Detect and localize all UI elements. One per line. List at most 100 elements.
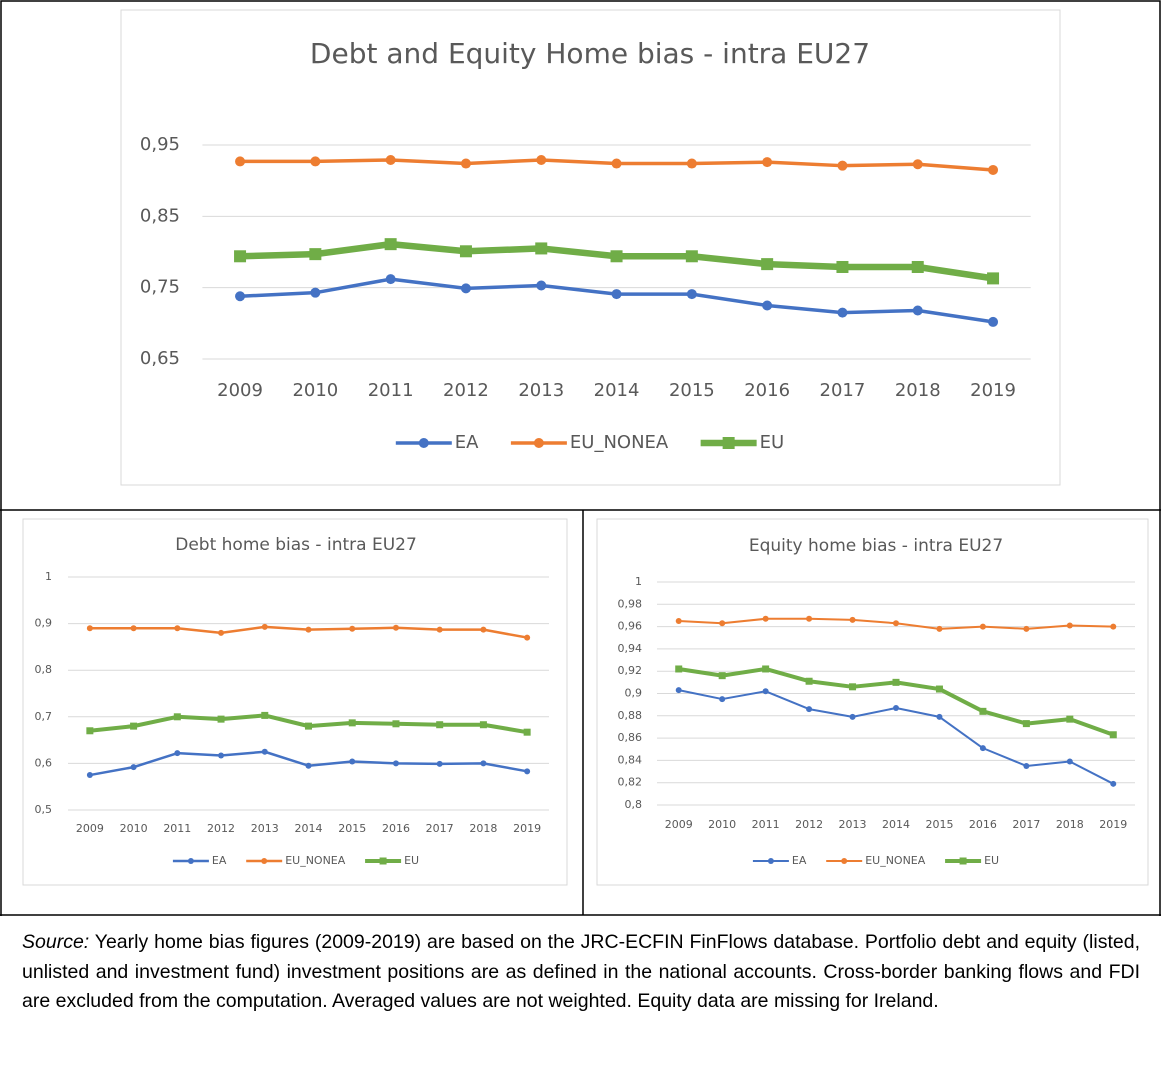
chart-frame: [596, 518, 1149, 886]
marker: [988, 316, 999, 327]
y-tick-label: 0,94: [618, 642, 643, 655]
y-tick-label: 0,65: [140, 348, 180, 369]
marker: [806, 615, 813, 622]
x-tick-label: 2019: [1099, 818, 1127, 831]
marker: [1110, 623, 1117, 630]
x-tick-label: 2018: [1056, 818, 1084, 831]
outer-border: [0, 0, 1161, 916]
x-tick-label: 2012: [207, 822, 235, 835]
marker: [893, 704, 899, 711]
y-tick-label: 0,84: [618, 753, 643, 766]
marker: [836, 260, 849, 273]
y-tick-label: 0,8: [35, 663, 53, 676]
marker: [460, 158, 471, 169]
marker: [762, 688, 769, 695]
marker: [384, 238, 397, 251]
legend-marker: [722, 437, 735, 449]
legend-marker: [261, 858, 268, 864]
chart-frame: [120, 9, 1061, 486]
x-tick-label: 2016: [744, 380, 790, 401]
x-tick-label: 2010: [708, 818, 736, 831]
marker: [806, 706, 813, 713]
marker: [349, 758, 356, 765]
y-tick-label: 1: [635, 575, 642, 588]
chart-frame: [22, 518, 568, 886]
marker: [130, 722, 138, 730]
y-tick-label: 0,5: [35, 803, 53, 816]
x-tick-label: 2011: [752, 818, 780, 831]
marker: [385, 154, 396, 165]
x-tick-label: 2019: [513, 822, 541, 835]
legend-marker: [379, 857, 387, 865]
marker: [1022, 720, 1030, 728]
marker: [305, 762, 312, 769]
marker: [479, 721, 487, 729]
marker: [611, 158, 622, 169]
marker: [436, 721, 444, 729]
x-tick-label: 2009: [76, 822, 104, 835]
y-tick-label: 0,75: [140, 277, 180, 298]
y-tick-label: 0,7: [35, 710, 53, 723]
y-tick-label: 0,85: [140, 205, 180, 226]
marker: [460, 283, 471, 294]
marker: [675, 687, 682, 694]
x-tick-label: 2012: [795, 818, 823, 831]
marker: [349, 625, 356, 632]
x-tick-label: 2014: [295, 822, 323, 835]
x-tick-label: 2016: [969, 818, 997, 831]
marker: [912, 159, 923, 170]
source-note: Source: Yearly home bias figures (2009-2…: [22, 928, 1140, 1017]
legend-label: EU: [760, 432, 785, 453]
x-tick-label: 2014: [594, 380, 640, 401]
x-tick-label: 2015: [925, 818, 953, 831]
marker: [235, 156, 246, 167]
marker: [86, 727, 94, 735]
legend-label: EU: [984, 854, 999, 867]
marker: [130, 625, 137, 632]
legend-marker: [959, 857, 967, 865]
marker: [893, 620, 899, 627]
marker: [1066, 715, 1074, 723]
marker: [979, 623, 986, 630]
marker: [218, 752, 225, 759]
charts: Debt and Equity Home bias - intra EU27 0,…: [0, 0, 1161, 916]
chart-title: Debt and Equity Home bias - intra EU27: [310, 37, 870, 70]
marker: [261, 711, 269, 719]
marker: [805, 677, 813, 685]
marker: [436, 760, 443, 767]
marker: [309, 248, 322, 261]
marker: [849, 713, 856, 720]
y-tick-label: 0,8: [625, 798, 643, 811]
marker: [348, 719, 356, 727]
marker: [218, 629, 225, 636]
marker: [849, 683, 857, 691]
marker: [392, 624, 399, 631]
marker: [392, 760, 399, 767]
source-label: Source:: [22, 931, 90, 953]
y-tick-label: 0,82: [618, 776, 643, 789]
marker: [610, 250, 623, 263]
marker: [436, 626, 443, 633]
marker: [686, 289, 697, 300]
marker: [385, 274, 396, 285]
marker: [849, 616, 856, 623]
marker: [459, 245, 472, 258]
x-tick-label: 2011: [163, 822, 191, 835]
x-tick-label: 2015: [669, 380, 715, 401]
marker: [392, 720, 400, 728]
marker: [174, 750, 181, 757]
marker: [261, 623, 268, 630]
marker: [174, 625, 181, 632]
marker: [480, 626, 487, 633]
marker: [911, 260, 924, 273]
marker: [718, 672, 726, 680]
y-tick-label: 0,86: [618, 731, 643, 744]
legend-label: EU_NONEA: [285, 854, 346, 867]
legend-marker: [767, 858, 774, 864]
x-tick-label: 2009: [665, 818, 693, 831]
marker: [480, 760, 487, 767]
marker: [762, 665, 770, 673]
marker: [719, 696, 726, 703]
marker: [536, 154, 547, 165]
